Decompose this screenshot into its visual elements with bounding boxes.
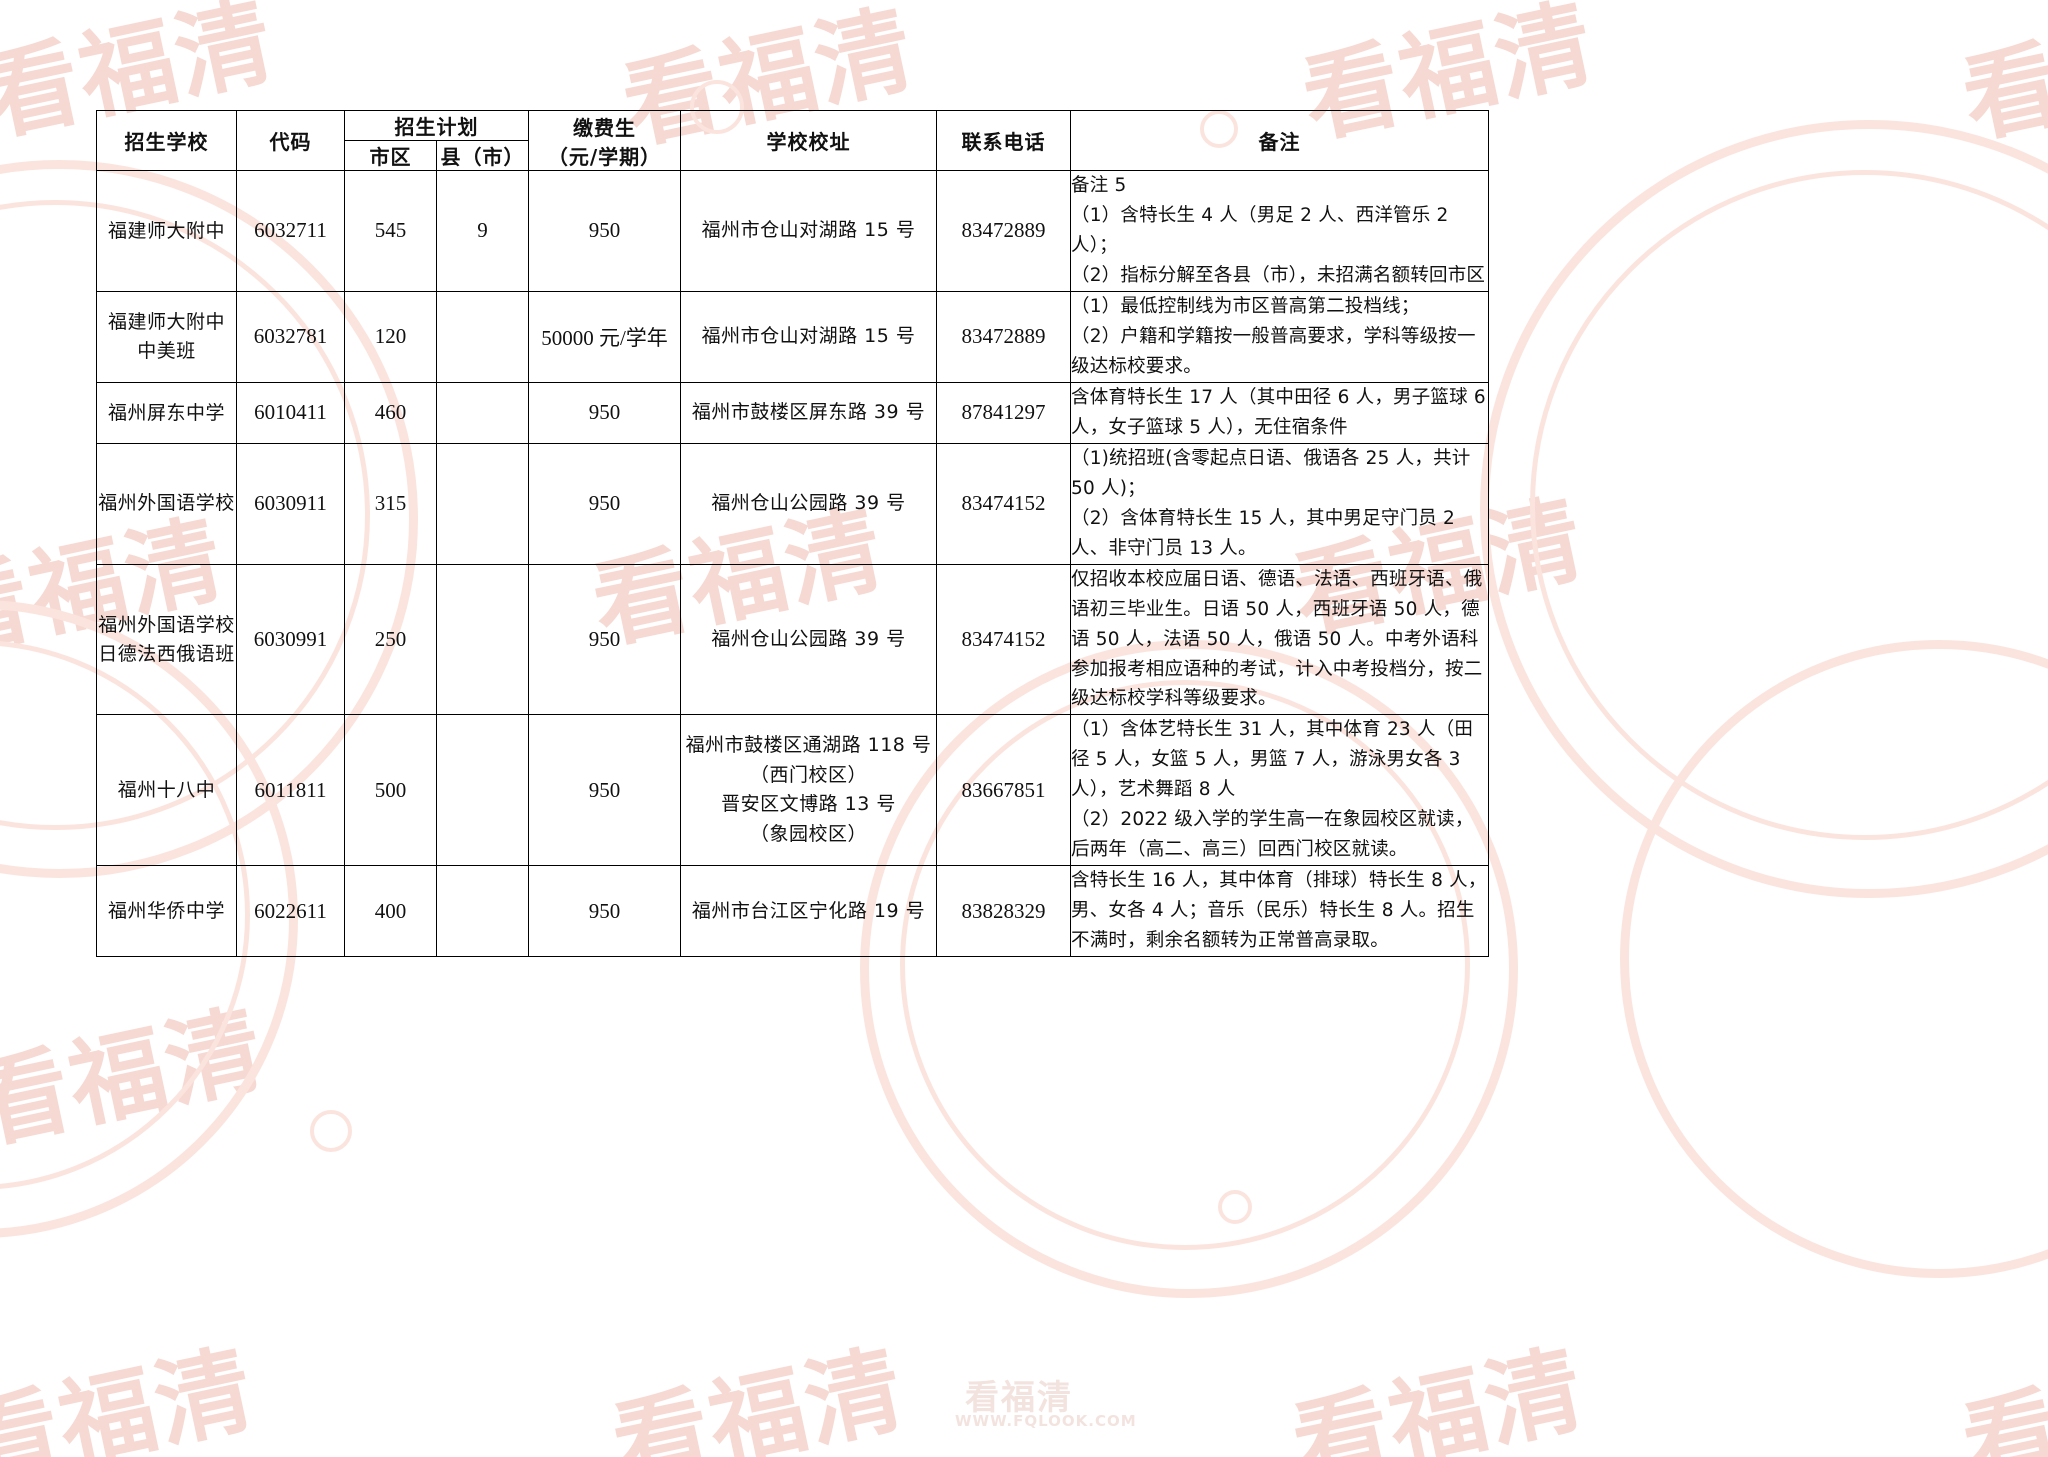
cell-phone: 83667851 — [936, 714, 1071, 867]
cell-fee: 950 — [528, 170, 681, 292]
header-remark: 备注 — [1070, 110, 1489, 171]
cell-plan-city: 400 — [344, 865, 437, 958]
cell-fee: 50000 元/学年 — [528, 290, 681, 383]
cell-plan-city: 545 — [344, 170, 437, 292]
header-fee-line1: 缴费生 — [573, 115, 636, 140]
table-row: 福州外国语学校 日德法西俄语班 6030991 250 950 福州仓山公园路 … — [96, 563, 1489, 716]
header-fee-line2: （元/学期） — [547, 144, 662, 169]
table-body: 福建师大附中 6032711 545 9 950 福州市仓山对湖路 15 号 8… — [96, 170, 1489, 958]
cell-address: 福州仓山公园路 39 号 — [680, 442, 937, 565]
cell-address: 福州市台江区宁化路 19 号 — [680, 865, 937, 958]
watermark-ring — [1620, 640, 2048, 1278]
cell-phone: 83474152 — [936, 442, 1071, 565]
cell-fee: 950 — [528, 381, 681, 444]
watermark-ring — [1480, 120, 2048, 898]
cell-school: 福建师大附中 — [96, 170, 237, 292]
cell-remark: （1）含体艺特长生 31 人，其中体育 23 人（田径 5 人，女篮 5 人，男… — [1070, 714, 1489, 867]
watermark-text: 看福清 — [1283, 1332, 1595, 1457]
cell-plan-city: 460 — [344, 381, 437, 444]
cell-plan-county — [436, 442, 529, 565]
cell-fee: 950 — [528, 865, 681, 958]
watermark-text: 看福清 — [0, 992, 275, 1164]
table-row: 福州华侨中学 6022611 400 950 福州市台江区宁化路 19 号 83… — [96, 865, 1489, 958]
cell-fee: 950 — [528, 563, 681, 716]
cell-code: 6032781 — [236, 290, 345, 383]
cell-fee: 950 — [528, 442, 681, 565]
cell-address: 福州仓山公园路 39 号 — [680, 563, 937, 716]
cell-remark: 含体育特长生 17 人（其中田径 6 人，男子篮球 6 人，女子篮球 5 人），… — [1070, 381, 1489, 444]
cell-code: 6030911 — [236, 442, 345, 565]
header-school: 招生学校 — [96, 110, 237, 171]
cell-plan-county — [436, 563, 529, 716]
watermark-center-brand: 看福清 — [965, 1378, 1073, 1418]
cell-school: 福州外国语学校 日德法西俄语班 — [96, 563, 237, 716]
cell-school: 福州外国语学校 — [96, 442, 237, 565]
cell-plan-city: 500 — [344, 714, 437, 867]
cell-remark: （1）最低控制线为市区普高第二投档线； （2）户籍和学籍按一般普高要求，学科等级… — [1070, 290, 1489, 383]
cell-plan-city: 250 — [344, 563, 437, 716]
cell-plan-county — [436, 865, 529, 958]
header-row-1: 招生学校 代码 招生计划 缴费生 （元/学期） 学校校址 联系电话 备注 — [96, 110, 1489, 171]
cell-code: 6032711 — [236, 170, 345, 292]
header-phone: 联系电话 — [936, 110, 1071, 171]
cell-phone: 83472889 — [936, 170, 1071, 292]
admissions-sheet: 招生学校 代码 招生计划 缴费生 （元/学期） 学校校址 联系电话 备注 市区 … — [96, 110, 1489, 958]
header-fee: 缴费生 （元/学期） — [528, 110, 681, 171]
cell-fee: 950 — [528, 714, 681, 867]
cell-plan-county — [436, 290, 529, 383]
table-row: 福州十八中 6011811 500 950 福州市鼓楼区通湖路 118 号 （西… — [96, 714, 1489, 867]
table-row: 福建师大附中 6032711 545 9 950 福州市仓山对湖路 15 号 8… — [96, 170, 1489, 292]
header-plan: 招生计划 — [344, 110, 529, 141]
table-row: 福州屏东中学 6010411 460 950 福州市鼓楼区屏东路 39 号 87… — [96, 381, 1489, 444]
cell-remark: 含特长生 16 人，其中体育（排球）特长生 8 人，男、女各 4 人；音乐（民乐… — [1070, 865, 1489, 958]
cell-school: 福州十八中 — [96, 714, 237, 867]
cell-phone: 83474152 — [936, 563, 1071, 716]
header-code: 代码 — [236, 110, 345, 171]
watermark-ring — [1530, 170, 2048, 840]
cell-plan-county: 9 — [436, 170, 529, 292]
cell-plan-county — [436, 381, 529, 444]
cell-remark: 仅招收本校应届日语、德语、法语、西班牙语、俄语初三毕业生。日语 50 人，西班牙… — [1070, 563, 1489, 716]
cell-school: 福建师大附中 中美班 — [96, 290, 237, 383]
watermark-ring — [310, 1110, 352, 1152]
cell-address: 福州市鼓楼区屏东路 39 号 — [680, 381, 937, 444]
cell-plan-city: 120 — [344, 290, 437, 383]
watermark-ring — [1218, 1190, 1252, 1224]
cell-school: 福州华侨中学 — [96, 865, 237, 958]
watermark-text: 看福清 — [1953, 0, 2048, 158]
watermark-text: 看福清 — [0, 1332, 265, 1457]
cell-remark: （1)统招班(含零起点日语、俄语各 25 人，共计 50 人)； （2）含体育特… — [1070, 442, 1489, 565]
table-row: 福州外国语学校 6030911 315 950 福州仓山公园路 39 号 834… — [96, 442, 1489, 565]
header-address: 学校校址 — [680, 110, 937, 171]
cell-address: 福州市鼓楼区通湖路 118 号 （西门校区） 晋安区文博路 13 号 （象园校区… — [680, 714, 937, 867]
cell-code: 6030991 — [236, 563, 345, 716]
table-head: 招生学校 代码 招生计划 缴费生 （元/学期） 学校校址 联系电话 备注 市区 … — [96, 110, 1489, 171]
cell-address: 福州市仓山对湖路 15 号 — [680, 170, 937, 292]
header-plan-city: 市区 — [344, 140, 437, 171]
cell-code: 6010411 — [236, 381, 345, 444]
cell-phone: 83472889 — [936, 290, 1071, 383]
cell-plan-city: 315 — [344, 442, 437, 565]
cell-remark: 备注 5 （1）含特长生 4 人（男足 2 人、西洋管乐 2 人）； （2）指标… — [1070, 170, 1489, 292]
cell-address: 福州市仓山对湖路 15 号 — [680, 290, 937, 383]
watermark-text: 看福清 — [603, 1332, 915, 1457]
cell-phone: 87841297 — [936, 381, 1071, 444]
cell-plan-county — [436, 714, 529, 867]
watermark-text: 看福清 — [1953, 1332, 2048, 1457]
cell-code: 6011811 — [236, 714, 345, 867]
cell-code: 6022611 — [236, 865, 345, 958]
cell-phone: 83828329 — [936, 865, 1071, 958]
header-plan-county: 县（市） — [436, 140, 529, 171]
watermark-url: WWW.FQLOOK.COM — [955, 1412, 1137, 1430]
table-row: 福建师大附中 中美班 6032781 120 50000 元/学年 福州市仓山对… — [96, 290, 1489, 383]
admissions-table: 招生学校 代码 招生计划 缴费生 （元/学期） 学校校址 联系电话 备注 市区 … — [96, 110, 1489, 958]
cell-school: 福州屏东中学 — [96, 381, 237, 444]
